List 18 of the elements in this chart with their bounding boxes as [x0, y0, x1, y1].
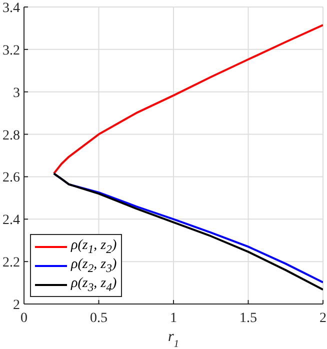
y-tick-label: 3.4 [2, 0, 20, 16]
x-tick-label: 1 [170, 310, 177, 326]
y-tick-label: 2.6 [2, 170, 20, 186]
x-tick-label: 1.5 [240, 310, 257, 326]
legend-label: ρ(z$_{2}$, z$_{3}$) [71, 256, 117, 274]
y-tick-label: 2.8 [2, 128, 20, 144]
x-axis-title: r$_{1}$ [168, 329, 180, 349]
y-tick-label: 2.2 [2, 256, 20, 271]
x-tick-label: 0.5 [90, 310, 108, 326]
legend-label: ρ(z$_{1}$, z$_{2}$) [71, 238, 117, 256]
line-series [52, 24, 323, 175]
x-tick-label: 2 [320, 310, 326, 326]
y-tick-label: 3 [13, 86, 20, 101]
x-tick-label: 0 [20, 310, 28, 326]
y-tick-label: 2 [13, 298, 20, 313]
y-tick-label: 2.4 [2, 213, 20, 228]
y-tick-label: 3.2 [2, 43, 20, 58]
legend-label: ρ(z$_{3}$, z$_{4}$) [71, 276, 117, 294]
